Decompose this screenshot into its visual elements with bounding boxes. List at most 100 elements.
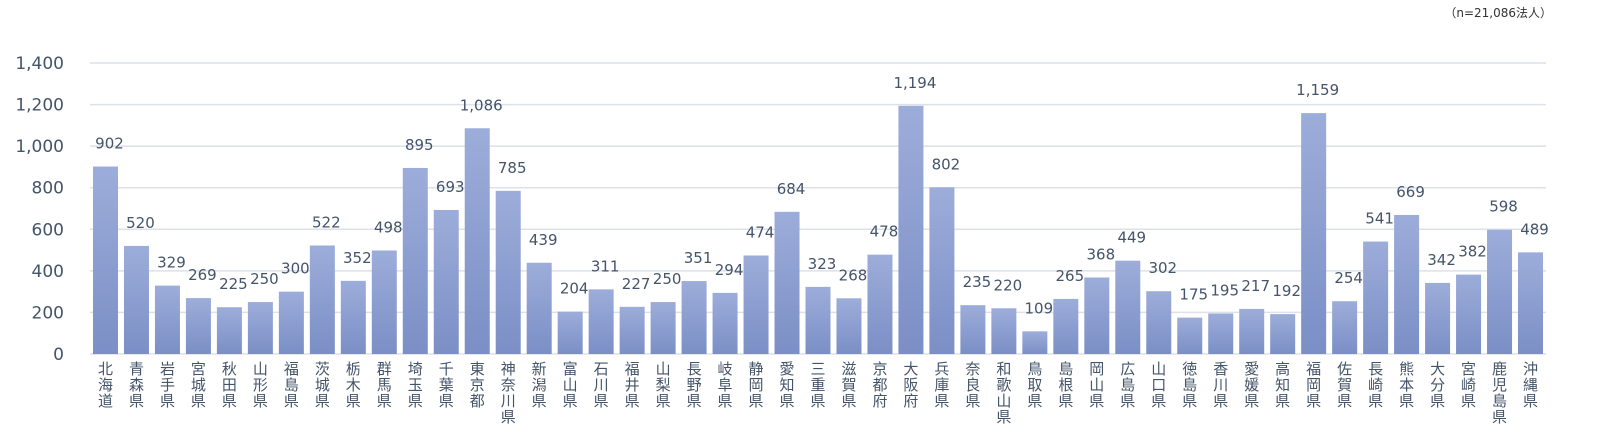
x-tick-label: 愛媛県 xyxy=(1244,360,1259,410)
x-tick-label: 富山県 xyxy=(563,360,578,410)
data-label: 541 xyxy=(1365,210,1394,228)
data-label: 498 xyxy=(374,218,403,236)
x-tick-label: 愛知県 xyxy=(780,360,795,410)
data-label: 175 xyxy=(1179,286,1208,304)
bar xyxy=(371,250,397,354)
x-tick-label: 埼玉県 xyxy=(408,360,423,410)
bar xyxy=(464,128,490,354)
data-label: 311 xyxy=(591,257,620,275)
data-label: 323 xyxy=(808,255,837,273)
x-tick-label: 大阪府 xyxy=(903,360,918,410)
bar xyxy=(1425,282,1451,354)
x-tick-label: 熊本県 xyxy=(1399,360,1414,410)
bar xyxy=(216,307,242,354)
data-label: 684 xyxy=(777,180,806,198)
x-tick-label: 青森県 xyxy=(129,360,144,410)
data-label: 522 xyxy=(312,213,341,231)
bar xyxy=(650,302,676,354)
bar xyxy=(92,166,118,354)
data-label: 902 xyxy=(95,135,124,153)
data-label: 693 xyxy=(436,178,465,196)
data-label: 342 xyxy=(1427,251,1456,269)
x-tick-label: 三重県 xyxy=(810,360,825,410)
y-tick-label: 200 xyxy=(32,303,64,323)
x-tick-label: 石川県 xyxy=(594,360,609,410)
x-tick-label: 鳥取県 xyxy=(1027,360,1042,410)
x-tick-label: 宮崎県 xyxy=(1461,360,1476,410)
bar xyxy=(526,262,552,354)
bar xyxy=(340,280,366,354)
x-tick-label: 福井県 xyxy=(625,360,640,410)
x-tick-label: 徳島県 xyxy=(1182,360,1197,410)
bar xyxy=(1239,308,1265,354)
data-label: 109 xyxy=(1025,299,1054,317)
data-label: 598 xyxy=(1489,198,1518,216)
data-label: 269 xyxy=(188,266,217,284)
data-label: 220 xyxy=(994,276,1023,294)
bar xyxy=(681,281,707,354)
data-label: 192 xyxy=(1272,282,1301,300)
x-tick-label: 岐阜県 xyxy=(718,360,733,410)
data-label: 489 xyxy=(1520,220,1549,238)
bar xyxy=(1115,260,1141,354)
bar xyxy=(495,190,521,354)
bar xyxy=(185,298,211,354)
bar xyxy=(1487,229,1513,354)
data-label: 294 xyxy=(715,261,744,279)
bar xyxy=(1301,113,1327,355)
x-tick-label: 神奈川県 xyxy=(501,360,516,426)
bar xyxy=(991,308,1017,354)
data-label: 195 xyxy=(1210,281,1239,299)
x-tick-label: 群馬県 xyxy=(377,360,392,410)
data-label: 449 xyxy=(1117,229,1146,247)
bar xyxy=(1270,314,1296,354)
data-label: 1,194 xyxy=(893,74,936,92)
x-tick-label: 静岡県 xyxy=(749,360,764,410)
data-label: 1,159 xyxy=(1296,81,1339,99)
x-tick-label: 岡山県 xyxy=(1089,360,1104,410)
x-tick-label: 長崎県 xyxy=(1368,360,1383,410)
x-tick-label: 宮城県 xyxy=(191,360,206,410)
bar xyxy=(1332,301,1358,354)
bar xyxy=(1146,291,1172,354)
x-tick-label: 茨城県 xyxy=(315,360,330,410)
x-tick-label: 新潟県 xyxy=(532,360,547,410)
bar xyxy=(154,285,180,354)
x-tick-label: 滋賀県 xyxy=(841,360,856,410)
data-label: 382 xyxy=(1458,243,1487,261)
y-tick-label: 1,000 xyxy=(15,137,64,157)
x-tick-label: 長野県 xyxy=(687,360,702,410)
data-label: 351 xyxy=(684,249,713,267)
x-tick-label: 香川県 xyxy=(1213,360,1228,410)
bar xyxy=(1208,313,1234,354)
x-tick-label: 京都府 xyxy=(872,360,887,410)
x-tick-label: 兵庫県 xyxy=(934,360,949,410)
x-tick-label: 山形県 xyxy=(253,360,268,410)
x-tick-label: 和歌山県 xyxy=(996,360,1011,426)
bar xyxy=(433,209,459,354)
x-tick-label: 福島県 xyxy=(284,360,299,410)
data-label: 368 xyxy=(1086,246,1115,264)
data-label: 300 xyxy=(281,260,310,278)
data-label: 329 xyxy=(157,254,186,272)
bar xyxy=(1394,214,1420,354)
bar xyxy=(1177,317,1203,354)
x-tick-label: 大分県 xyxy=(1430,360,1445,410)
data-label: 265 xyxy=(1056,267,1085,285)
x-tick-label: 広島県 xyxy=(1120,360,1135,410)
bar xyxy=(619,306,645,354)
bar xyxy=(1456,274,1482,354)
data-label: 235 xyxy=(963,273,992,291)
data-label: 254 xyxy=(1334,269,1363,287)
bar xyxy=(712,292,738,354)
data-label: 204 xyxy=(560,280,589,298)
bar xyxy=(247,302,273,354)
x-tick-label: 鹿児島県 xyxy=(1492,360,1507,426)
bar xyxy=(898,105,924,354)
data-label: 250 xyxy=(250,270,279,288)
bar xyxy=(1363,241,1389,354)
data-label: 785 xyxy=(498,159,527,177)
bar xyxy=(836,298,862,354)
data-label: 217 xyxy=(1241,277,1270,295)
